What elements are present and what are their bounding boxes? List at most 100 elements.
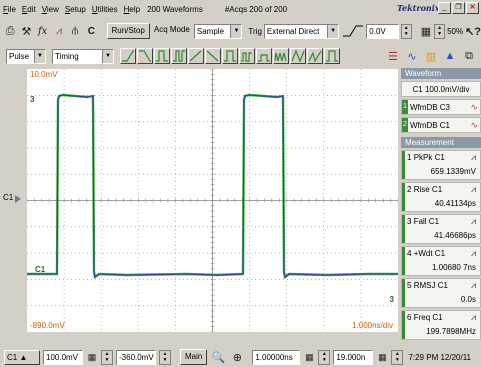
zoom-reset-icon[interactable]: ⊕ bbox=[232, 351, 242, 364]
measurement-item[interactable]: 6 Freq C1 ⩘ 199.7898MHz bbox=[401, 310, 481, 340]
menu-utilities[interactable]: Utilities bbox=[91, 4, 118, 14]
menu-setup[interactable]: Setup bbox=[64, 4, 86, 14]
measurement-marker bbox=[402, 151, 405, 179]
help-cursor-icon[interactable]: ↖? bbox=[465, 25, 481, 38]
measurement-item[interactable]: 5 RMSJ C1 ⩘ 0.0s bbox=[401, 278, 481, 308]
print-icon[interactable]: ⎙ bbox=[5, 24, 15, 37]
measurement-name: 5 RMSJ C1 bbox=[407, 281, 448, 290]
window-controls: _ ❐ ✕ bbox=[438, 2, 479, 14]
trigger-type-icon[interactable] bbox=[256, 48, 272, 64]
menu-file[interactable]: File bbox=[3, 4, 16, 14]
keypad-icon[interactable]: ▦ bbox=[420, 25, 432, 38]
menu-bar: File Edit View Setup Utilities Help 200 … bbox=[0, 0, 481, 18]
measurement-item[interactable]: 2 Rise C1 ⩘ 40.41134ps bbox=[401, 182, 481, 212]
measurement-name: 3 Fall C1 bbox=[407, 217, 440, 226]
trace-ref-c1: C1 bbox=[35, 265, 46, 274]
channel-c-button[interactable]: C bbox=[87, 25, 95, 37]
measurement-marker bbox=[402, 215, 405, 243]
trig-level-input[interactable]: 0.0V bbox=[366, 23, 399, 39]
trigger-type-icon[interactable] bbox=[273, 48, 289, 64]
measurement-value: 40.41134ps bbox=[434, 199, 476, 208]
zoom-spinner[interactable]: ▲ ▼ bbox=[434, 23, 446, 39]
waveform-scale[interactable]: C1 100.0mV/div bbox=[401, 81, 481, 97]
waveform-icon[interactable]: ⩘ bbox=[55, 24, 62, 37]
measurement-value: 199.7898MHz bbox=[426, 327, 476, 336]
pulse-measure-icon: ⩘ bbox=[470, 216, 476, 226]
pulse-value: Pulse bbox=[9, 51, 30, 61]
trigger-type-icon[interactable] bbox=[205, 48, 221, 64]
mountain-icon[interactable]: ▲ bbox=[444, 50, 456, 62]
vertical-scale-input[interactable]: 100.0mV bbox=[43, 349, 83, 365]
measurement-marker bbox=[402, 247, 405, 275]
timing-select[interactable]: Timing ▼ bbox=[52, 48, 114, 64]
waveform-panel-title: Waveform bbox=[401, 68, 481, 79]
chevron-down-icon: ▼ bbox=[34, 49, 45, 63]
keypad-icon[interactable]: ▦ bbox=[305, 351, 314, 362]
waveform-trace-c1 bbox=[27, 94, 398, 278]
trigger-type-icon[interactable] bbox=[120, 48, 136, 64]
tools-icon[interactable]: ⚒ bbox=[21, 25, 32, 38]
measurement-item[interactable]: 4 +Wdt C1 ⩘ 1.00680 7ns bbox=[401, 246, 481, 276]
clock-display: 7:29 PM 12/20/11 bbox=[408, 353, 471, 362]
pulse-measure-icon: ⩘ bbox=[470, 152, 476, 162]
vscale-spinner[interactable]: ▲ ▼ bbox=[101, 349, 113, 365]
keypad-icon[interactable]: ▦ bbox=[378, 351, 387, 362]
trigger-type-icon[interactable] bbox=[239, 48, 255, 64]
measurement-value: 659.1339mV bbox=[430, 167, 476, 176]
time-per-div-label: 1.000ns/div bbox=[352, 321, 393, 330]
run-stop-button[interactable]: Run/Stop bbox=[106, 23, 150, 39]
trig-level-spinner[interactable]: ▲ ▼ bbox=[400, 23, 412, 39]
offset-input[interactable]: -360.0mV bbox=[116, 349, 156, 365]
close-button[interactable]: ✕ bbox=[466, 2, 479, 14]
pulse-measure-icon: ⩘ bbox=[470, 248, 476, 258]
histogram-icon[interactable]: ▥ bbox=[425, 50, 437, 63]
pulse-measure-icon: ⩘ bbox=[470, 280, 476, 290]
waveform-item-2[interactable]: 2 WfmDB C1 ∿ bbox=[401, 117, 481, 133]
menu-help[interactable]: Help bbox=[123, 4, 141, 14]
acq-mode-value: Sample bbox=[196, 26, 225, 36]
zoom-in-icon[interactable]: 🔍 bbox=[211, 351, 226, 364]
oscilloscope-display[interactable]: 10.0mV 3 -890.0mV 1.000ns/div C1 3 bbox=[27, 69, 398, 332]
timebase-spinner[interactable]: ▲ ▼ bbox=[318, 349, 331, 365]
pulse-select[interactable]: Pulse ▼ bbox=[6, 48, 46, 64]
acq-mode-select[interactable]: Sample ▼ bbox=[193, 23, 243, 39]
trig-source-select[interactable]: External Direct ▼ bbox=[263, 23, 340, 39]
trigger-type-icon[interactable] bbox=[137, 48, 153, 64]
timebase-input[interactable]: 1.00000ns bbox=[252, 349, 301, 365]
trigger-slope-icon[interactable] bbox=[341, 23, 364, 39]
trigger-type-icon[interactable] bbox=[171, 48, 187, 64]
measurement-item[interactable]: 3 Fall C1 ⩘ 41.46686ps bbox=[401, 214, 481, 244]
menu-edit[interactable]: Edit bbox=[21, 4, 36, 14]
bottom-scale-label: -890.0mV bbox=[30, 321, 65, 330]
trigger-type-icon[interactable] bbox=[222, 48, 238, 64]
math-fx-icon[interactable]: fx bbox=[37, 25, 48, 37]
menu-lines-icon[interactable]: ☰ bbox=[388, 50, 398, 63]
main-timebase-button[interactable]: Main bbox=[180, 349, 208, 365]
channel-ref-arrow-icon[interactable] bbox=[15, 195, 21, 203]
menu-view[interactable]: View bbox=[41, 4, 59, 14]
trace-marker-3-right: 3 bbox=[389, 295, 394, 304]
trigger-type-icon[interactable] bbox=[324, 48, 340, 64]
position-input[interactable]: 19.000n bbox=[333, 349, 374, 365]
measurement-item[interactable]: 1 PkPk C1 ⩘ 659.1339mV bbox=[401, 150, 481, 180]
trigger-type-icon[interactable] bbox=[307, 48, 323, 64]
trigger-type-icon[interactable] bbox=[188, 48, 204, 64]
trigger-type-icon[interactable] bbox=[154, 48, 170, 64]
acq-mode-label: Acq Mode bbox=[151, 23, 192, 39]
view-icons: ☰ ∿ ▥ ▲ ⧉ bbox=[385, 48, 477, 64]
offset-spinner[interactable]: ▲ ▼ bbox=[159, 349, 171, 365]
restore-button[interactable]: ❐ bbox=[452, 2, 465, 14]
brand-logo: Tektronix bbox=[397, 3, 440, 13]
keypad-icon[interactable]: ▦ bbox=[87, 351, 97, 362]
status-bar: C1 ▲ 100.0mV ▦ ▲ ▼ -360.0mV ▲ ▼ Main 🔍 ⊕ 1… bbox=[0, 347, 481, 367]
channel-select[interactable]: C1 ▲ bbox=[4, 349, 40, 365]
trigger-type-icon[interactable] bbox=[290, 48, 306, 64]
measurement-panel-title: Measurement bbox=[401, 137, 481, 148]
multi-window-icon[interactable]: ⧉ bbox=[465, 49, 473, 62]
measurement-name: 6 Freq C1 bbox=[407, 313, 443, 322]
waveform-item-1[interactable]: 1 WfmDB C3 ∿ bbox=[401, 99, 481, 115]
measure-icon[interactable]: ⫛ bbox=[71, 24, 79, 37]
position-spinner[interactable]: ▲ ▼ bbox=[391, 349, 404, 365]
wave-view-icon[interactable]: ∿ bbox=[407, 50, 417, 63]
minimize-button[interactable]: _ bbox=[438, 2, 451, 14]
